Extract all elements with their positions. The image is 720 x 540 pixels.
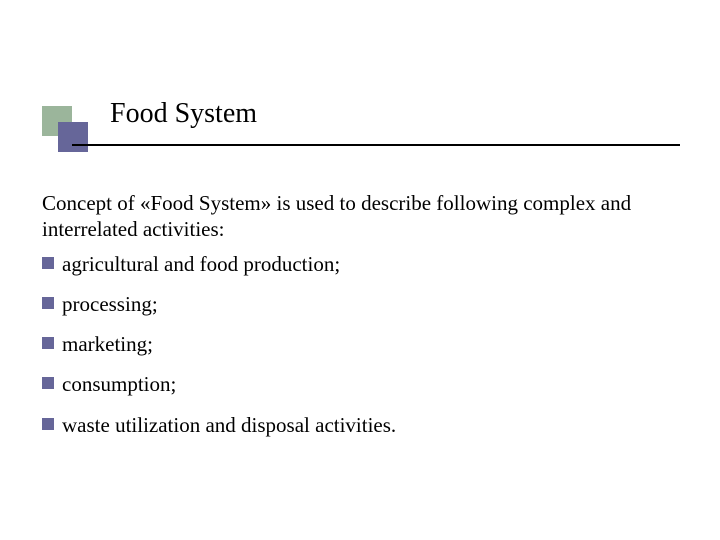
- list-item-text: agricultural and food production;: [62, 251, 670, 277]
- slide: Food System Concept of «Food System» is …: [0, 0, 720, 540]
- slide-title: Food System: [110, 98, 257, 130]
- list-item-text: consumption;: [62, 371, 670, 397]
- bullet-icon: [42, 257, 54, 269]
- list-item-text: waste utilization and disposal activitie…: [62, 412, 670, 438]
- title-underline: [72, 144, 680, 146]
- bullet-icon: [42, 418, 54, 430]
- list-item: processing;: [42, 291, 670, 317]
- list-item: consumption;: [42, 371, 670, 397]
- list-item: marketing;: [42, 331, 670, 357]
- list-item-text: processing;: [62, 291, 670, 317]
- bullet-icon: [42, 377, 54, 389]
- list-item-text: marketing;: [62, 331, 670, 357]
- list-item: waste utilization and disposal activitie…: [42, 412, 670, 438]
- intro-text: Concept of «Food System» is used to desc…: [42, 190, 670, 243]
- list-item: agricultural and food production;: [42, 251, 670, 277]
- bullet-list: agricultural and food production; proces…: [42, 251, 670, 438]
- bullet-icon: [42, 297, 54, 309]
- slide-body: Concept of «Food System» is used to desc…: [42, 190, 670, 452]
- square-front-icon: [58, 122, 88, 152]
- bullet-icon: [42, 337, 54, 349]
